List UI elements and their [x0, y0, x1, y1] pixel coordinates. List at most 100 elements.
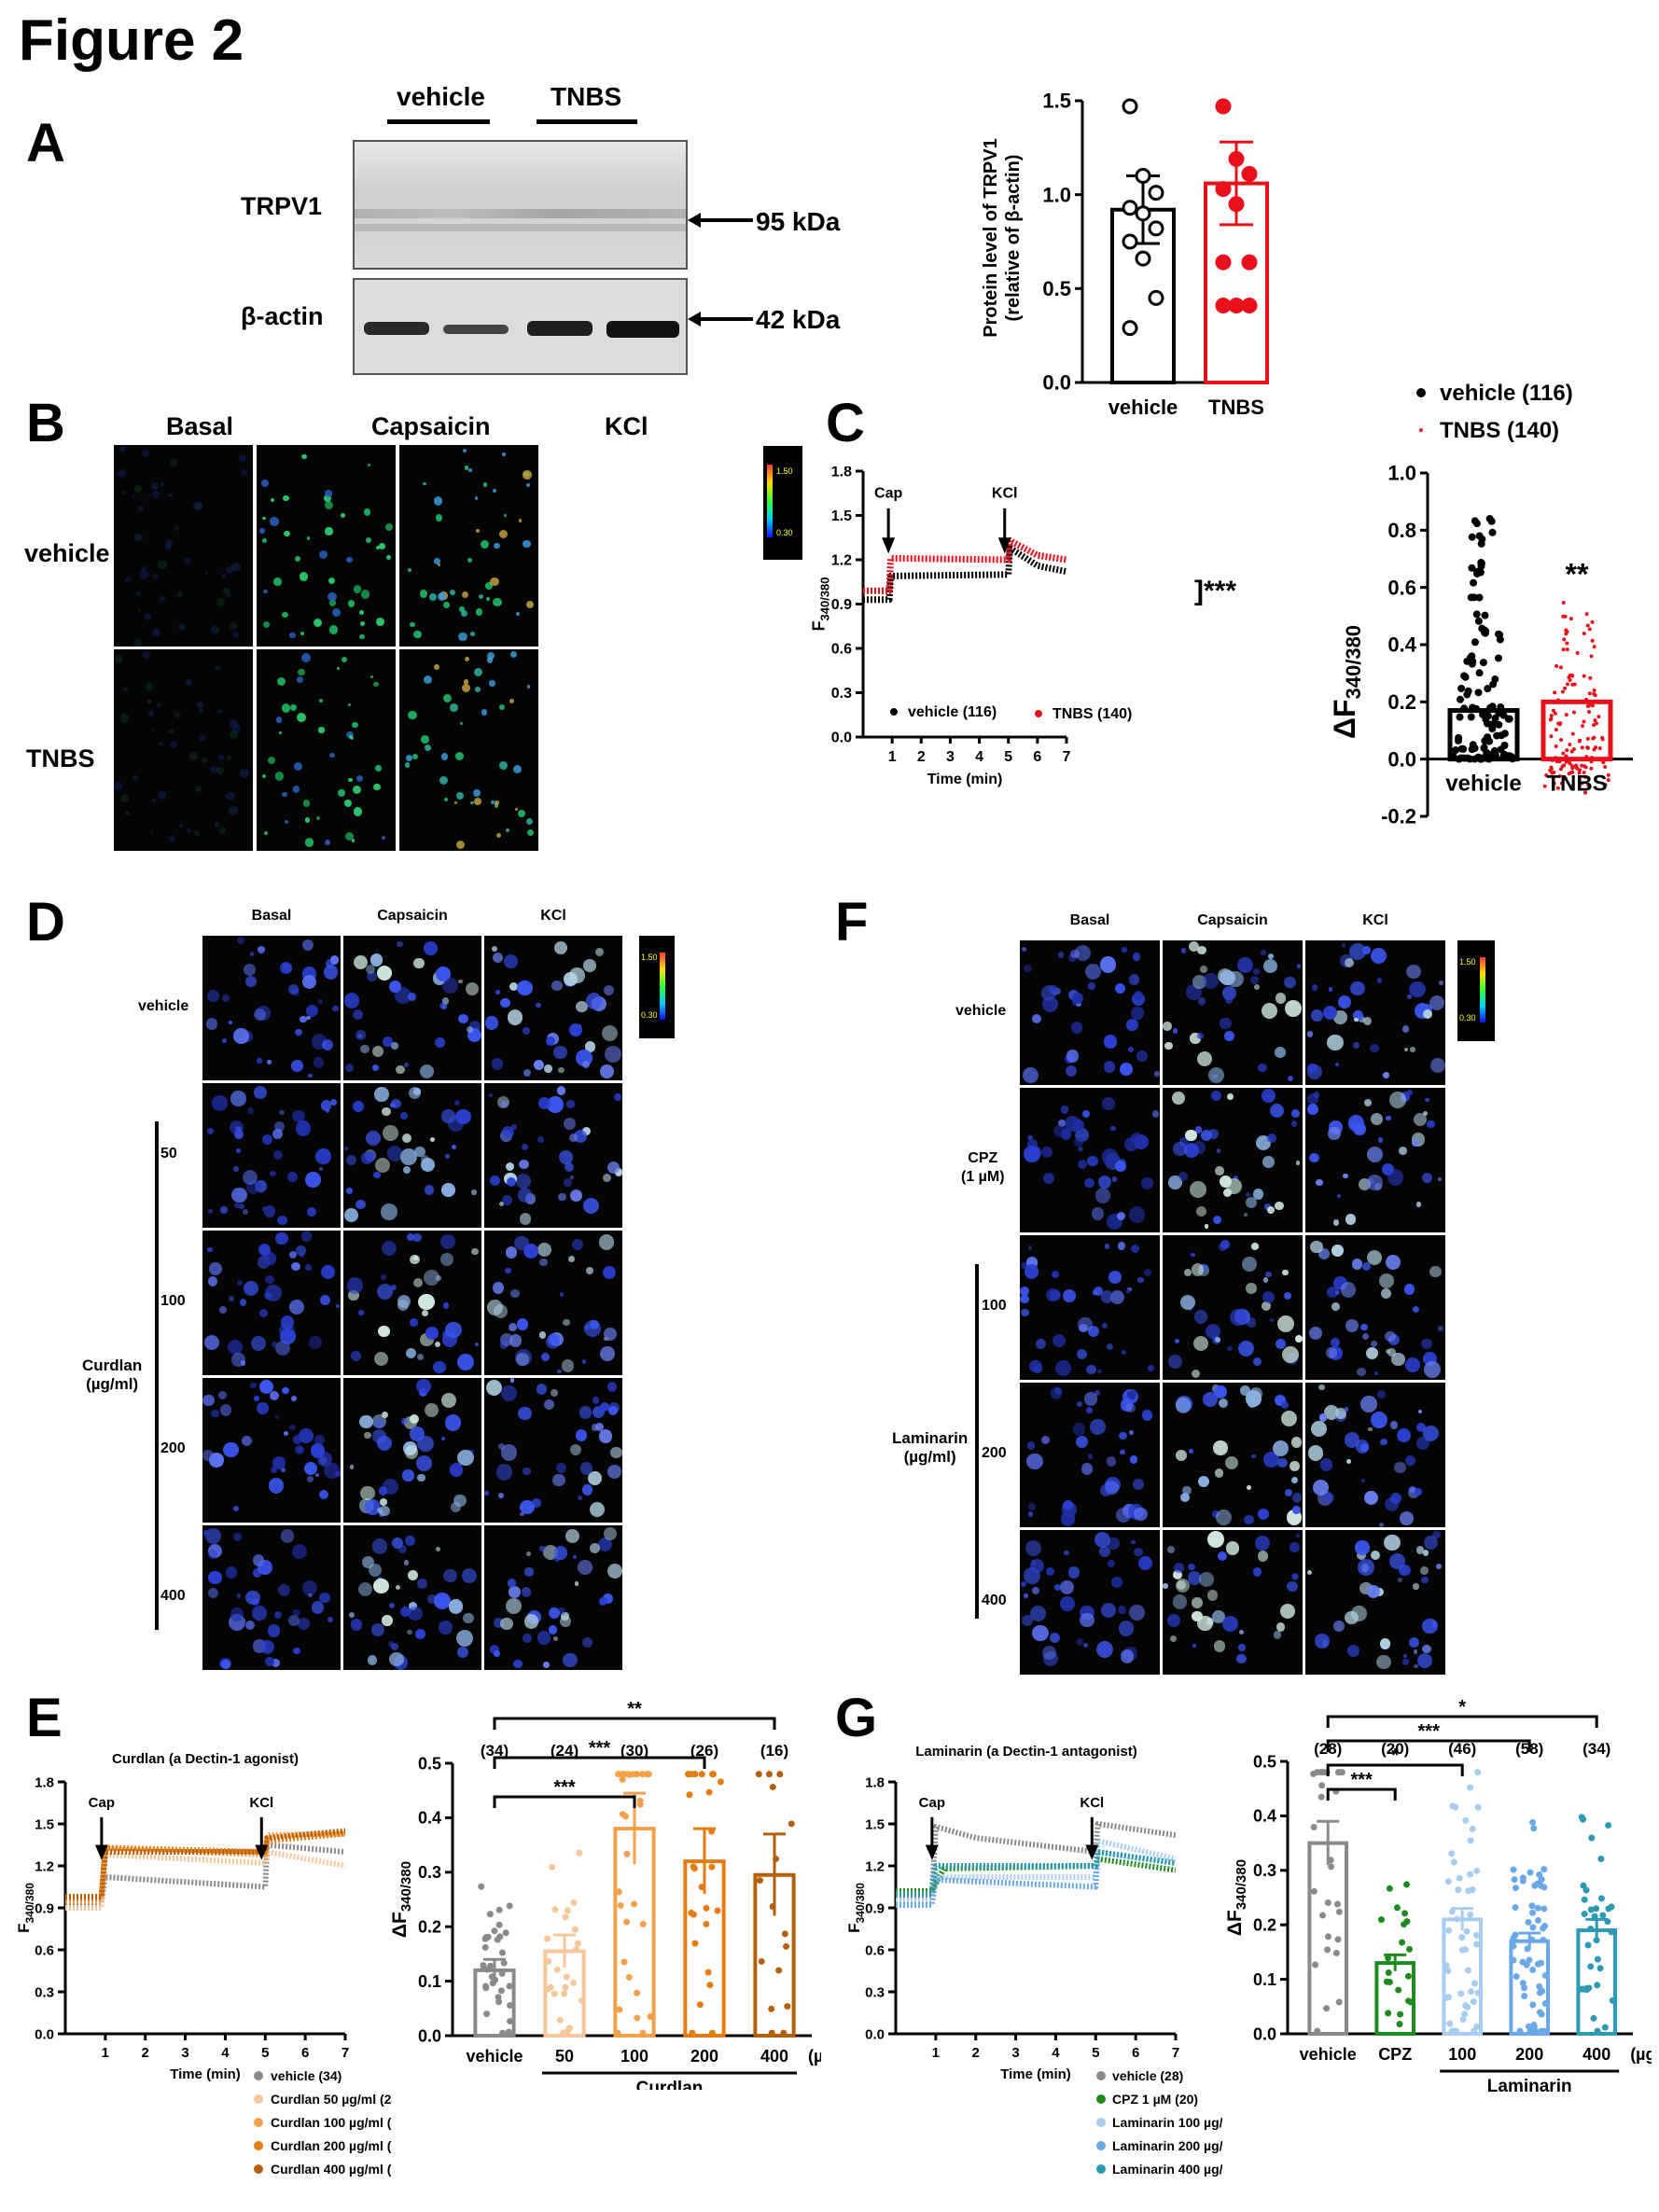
d-image: [484, 1231, 622, 1375]
e2-point: [549, 1863, 556, 1871]
g2-point: [1457, 1990, 1465, 1997]
c2-point: [1580, 763, 1584, 768]
c2-point: [1563, 776, 1568, 781]
c2-point: [1474, 617, 1483, 625]
g2-point: [1465, 1967, 1472, 1974]
d-row-label: 200: [160, 1440, 186, 1456]
colorbar-f: 1.50 0.30: [1457, 940, 1495, 1041]
e2-point: [551, 1990, 558, 1997]
g2-point: [1601, 2024, 1609, 2031]
d-image: [202, 1231, 341, 1375]
e2-point: [639, 1920, 647, 1927]
c2-point: [1479, 659, 1487, 667]
e2-point: [784, 2003, 791, 2010]
g2-point: [1467, 1911, 1474, 1918]
g2-point: [1597, 1855, 1605, 1862]
c2-point: [1463, 657, 1471, 665]
e2-point: [686, 1791, 693, 1799]
c2-ytick-label: 0.4: [1387, 633, 1416, 657]
panel-label-d: D: [26, 892, 65, 953]
c2-point: [1452, 746, 1460, 755]
e1-legend-dot: [254, 2164, 263, 2174]
c2-point: [1592, 688, 1596, 692]
chart-g-bar: 0.00.10.20.30.40.5(28)vehicle(20)CPZ(46)…: [1224, 1698, 1652, 2096]
e2-point: [574, 1940, 581, 1947]
g2-point: [1519, 1980, 1527, 1987]
panel-label-c: C: [826, 393, 865, 453]
c2-point: [1583, 790, 1588, 795]
e1-annotation-arrowhead: [94, 1844, 108, 1860]
c1-xtick-label: 1: [888, 749, 897, 765]
c2-point: [1600, 737, 1605, 742]
a-point: [1228, 297, 1245, 313]
e2-point: [619, 1811, 626, 1818]
g2-point: [1444, 1967, 1452, 1974]
e2-point: [507, 2018, 514, 2025]
g2-point: [1465, 1887, 1472, 1895]
d-image: [484, 1083, 622, 1228]
e1-series-line: [65, 1849, 346, 1911]
g2-point: [1314, 1769, 1321, 1776]
g2-point: [1448, 1850, 1456, 1857]
c2-point: [1581, 724, 1585, 729]
c2-point: [1552, 781, 1556, 786]
g2-point: [1323, 2005, 1331, 2012]
colorbar-b: 1.50 0.30: [763, 446, 802, 560]
c1-xtick-label: 4: [975, 749, 983, 765]
c1-annotation: Cap: [874, 486, 902, 502]
e2-point: [576, 1849, 583, 1857]
c2-point: [1592, 645, 1596, 649]
e2-point: [507, 2001, 514, 2009]
g1-ytick-label: 0.6: [865, 1942, 885, 1958]
e2-point: [497, 1987, 505, 1995]
g2-point: [1334, 1936, 1342, 1943]
g2-point: [1464, 2003, 1471, 2010]
c2-point: [1468, 533, 1476, 541]
g2-point: [1587, 1963, 1595, 1970]
g2-point: [1596, 1965, 1604, 1972]
e2-point: [690, 1863, 697, 1871]
g2-point: [1582, 1985, 1590, 1993]
c2-legend-dot-vehicle: [1416, 388, 1426, 397]
c2-point: [1568, 617, 1573, 621]
e2-point: [639, 1771, 647, 1778]
g2-point: [1605, 1905, 1612, 1913]
g2-xtick-label: 400: [1582, 2045, 1610, 2064]
a-point: [1135, 205, 1151, 222]
g2-ytick-label: 0.4: [1253, 1807, 1276, 1826]
c2-point: [1470, 593, 1478, 602]
f-image: [1305, 1235, 1445, 1380]
c2-ytick-label: -0.2: [1381, 805, 1416, 828]
c2-point: [1549, 714, 1554, 718]
g2-bracket-label: ***: [1418, 1721, 1441, 1742]
c2-ytick-label: 0.6: [1387, 576, 1416, 599]
c2-point: [1586, 783, 1591, 787]
c2-xtick-label: vehicle: [1445, 772, 1521, 797]
d-image: [202, 1378, 341, 1523]
e2-group-label: Curdlan: [636, 2079, 704, 2090]
a-point: [1241, 254, 1258, 271]
g2-point: [1605, 1821, 1612, 1829]
f-row-label: vehicle: [955, 1002, 1007, 1019]
g1-ylabel: F340/380: [845, 1883, 867, 1933]
b-row-vehicle: vehicle: [24, 539, 110, 567]
g2-point: [1324, 1933, 1331, 1941]
c2-point: [1578, 768, 1582, 772]
e2-point: [706, 1982, 714, 1989]
e2-point: [500, 1959, 508, 1967]
d-col-label: Capsaicin: [377, 908, 448, 924]
g2-point: [1536, 1871, 1543, 1878]
g2-point: [1519, 1958, 1527, 1966]
g2-point: [1406, 1945, 1414, 1953]
e2-point: [499, 1949, 507, 1956]
c2-point: [1554, 728, 1558, 732]
g2-point: [1385, 1969, 1392, 1976]
western-blot-actin: [353, 278, 688, 375]
g2-point: [1594, 1955, 1601, 1963]
a-point: [1215, 297, 1232, 313]
d-image: [343, 1231, 481, 1375]
e2-count: (26): [690, 1742, 718, 1760]
a-ytick-label: 0.0: [1042, 371, 1071, 395]
g2-point: [1525, 1918, 1532, 1926]
c1-legend-tnbs: TNBS (140): [1053, 706, 1132, 722]
